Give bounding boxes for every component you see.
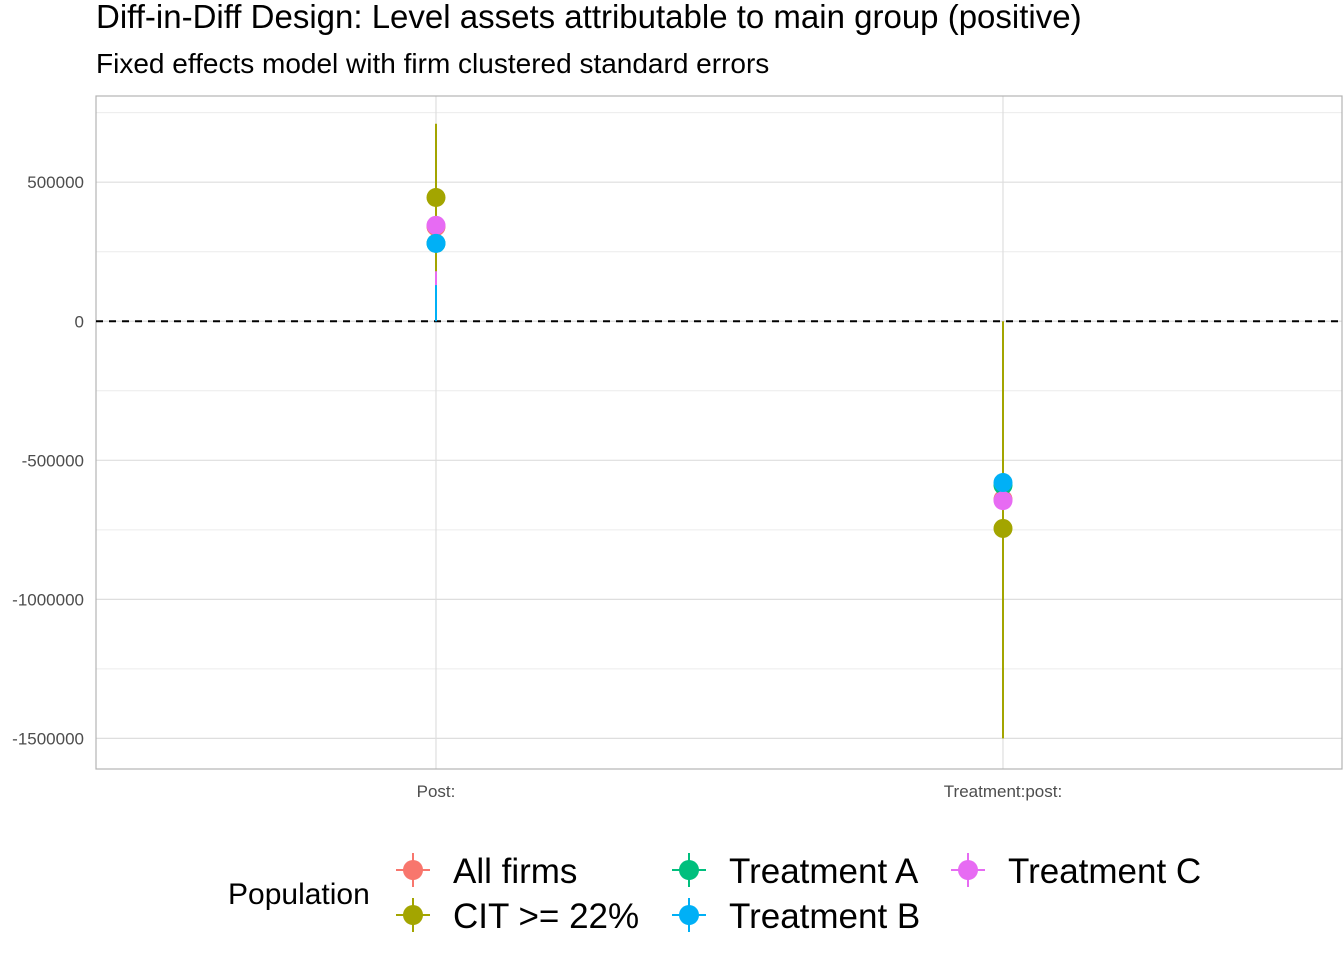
y-tick-label: -500000	[22, 451, 84, 470]
point-estimate	[993, 491, 1013, 511]
point-estimate	[993, 518, 1013, 538]
legend-key-point	[958, 860, 978, 880]
legend-key-point	[679, 860, 699, 880]
legend-item-label: All firms	[453, 852, 577, 891]
legend-key-point	[403, 905, 423, 925]
panel-border	[95, 95, 1343, 770]
grid	[96, 96, 1342, 769]
data-marks	[96, 123, 1342, 739]
y-tick-label: 500000	[27, 173, 84, 192]
legend-item-label: CIT >= 22%	[453, 897, 639, 936]
y-tick-label: -1000000	[12, 590, 84, 609]
point-estimate	[993, 473, 1013, 493]
x-tick-label: Post:	[417, 782, 456, 801]
point-estimate	[426, 233, 446, 253]
y-tick-label: 0	[75, 312, 84, 331]
legend-key-point	[679, 905, 699, 925]
x-tick-label: Treatment:post:	[944, 782, 1062, 801]
legend-key-point	[403, 860, 423, 880]
legend-item-label: Treatment B	[729, 897, 920, 936]
legend-item-label: Treatment A	[729, 852, 919, 891]
legend: Population All firms CIT >= 22% Treatment …	[228, 852, 1201, 936]
chart-title: Diff-in-Diff Design: Level assets attrib…	[96, 0, 1082, 35]
point-estimate	[426, 215, 446, 235]
y-tick-label: -1500000	[12, 729, 84, 748]
chart-subtitle: Fixed effects model with firm clustered …	[96, 48, 769, 79]
legend-item-label: Treatment C	[1008, 852, 1201, 891]
legend-title: Population	[228, 878, 370, 911]
axes: 500000 0 -500000 -1000000 -1500000 Post: Treat…	[12, 95, 1343, 801]
point-estimate	[426, 188, 446, 208]
